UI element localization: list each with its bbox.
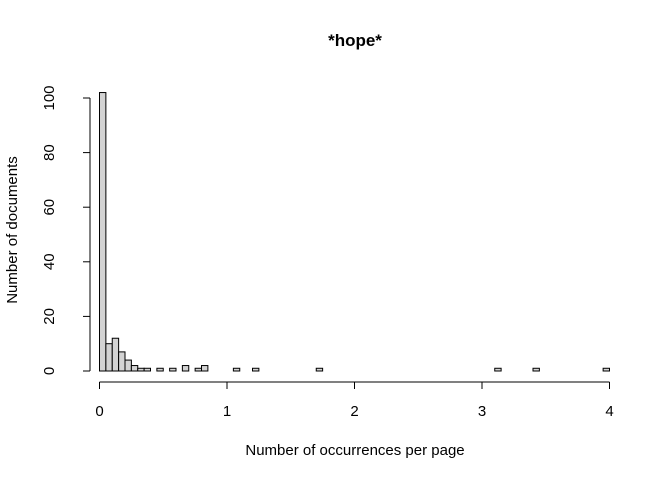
histogram-bar — [252, 367, 260, 372]
x-tick-label: 0 — [95, 403, 103, 420]
x-tick-label: 4 — [605, 403, 613, 420]
bars-group — [99, 92, 610, 372]
histogram-bar — [532, 367, 540, 372]
histogram-bar — [232, 367, 241, 372]
histogram-bar — [137, 367, 145, 372]
histogram-bar — [156, 367, 164, 372]
histogram-bar — [194, 367, 202, 372]
histogram-bar — [602, 367, 610, 372]
y-axis-label: Number of documents — [4, 156, 21, 304]
y-tick-label: 0 — [41, 367, 58, 375]
x-axis-label: Number of occurrences per page — [245, 442, 464, 459]
x-tick-label: 2 — [350, 403, 358, 420]
x-tick-label: 3 — [478, 403, 486, 420]
x-axis: 0 1 2 3 4 — [95, 381, 614, 420]
y-tick-label: 60 — [41, 199, 58, 216]
histogram-bar — [105, 343, 113, 372]
histogram-bar — [99, 92, 107, 372]
histogram-bar — [130, 365, 139, 372]
histogram-bar — [494, 367, 502, 372]
y-tick-label: 20 — [41, 308, 58, 325]
histogram-bar — [169, 367, 177, 372]
histogram-bar — [124, 359, 132, 372]
histogram-bar — [315, 367, 324, 372]
histogram-bar — [111, 337, 120, 372]
histogram-bar — [118, 351, 126, 372]
y-tick-label: 100 — [41, 85, 58, 110]
x-tick-label: 1 — [223, 403, 231, 420]
histogram-bar — [181, 365, 190, 372]
chart-title: *hope* — [328, 31, 382, 50]
histogram-bar — [201, 365, 209, 372]
histogram-bar — [143, 367, 151, 372]
y-tick-label: 80 — [41, 144, 58, 161]
y-axis: 0 20 40 60 80 100 — [41, 85, 91, 375]
y-tick-label: 40 — [41, 253, 58, 270]
